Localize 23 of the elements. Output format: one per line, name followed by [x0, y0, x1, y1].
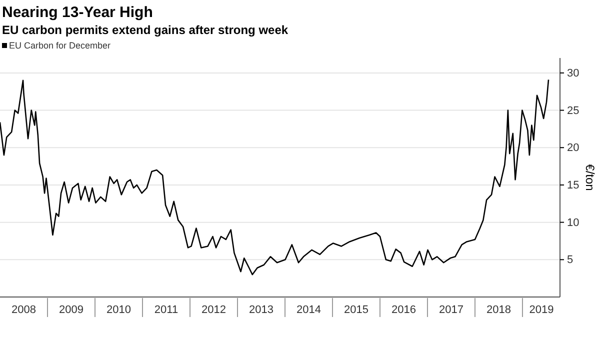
x-tick-label: 2012	[202, 304, 226, 316]
y-tick-label: 20	[567, 142, 580, 154]
y-tick-label: 15	[567, 179, 580, 192]
chart-title: Nearing 13-Year High	[2, 4, 153, 21]
x-tick-label: 2008	[12, 304, 36, 316]
x-tick-label: 2016	[391, 304, 416, 316]
legend-label: EU Carbon for December	[9, 40, 111, 50]
x-tick-label: 2019	[529, 304, 554, 316]
x-tick-label: 2009	[59, 304, 84, 316]
x-tick-label: 2017	[438, 304, 464, 316]
y-axis-title: €/ton	[583, 164, 597, 191]
x-tick-label: 2014	[296, 304, 321, 316]
x-tick-label: 2013	[248, 304, 274, 316]
x-tick-label: 2011	[154, 304, 178, 316]
chart-subtitle: EU carbon permits extend gains after strong week	[2, 23, 288, 37]
y-tick-label: 10	[567, 216, 580, 229]
y-tick-label: 5	[567, 254, 574, 266]
x-tick-label: 2018	[486, 304, 511, 316]
line-series	[0, 79, 550, 276]
y-tick-label: 30	[567, 67, 580, 80]
x-tick-label: 2015	[344, 304, 368, 316]
y-tick-label: 25	[567, 104, 580, 117]
x-tick-label: 2010	[106, 304, 131, 316]
